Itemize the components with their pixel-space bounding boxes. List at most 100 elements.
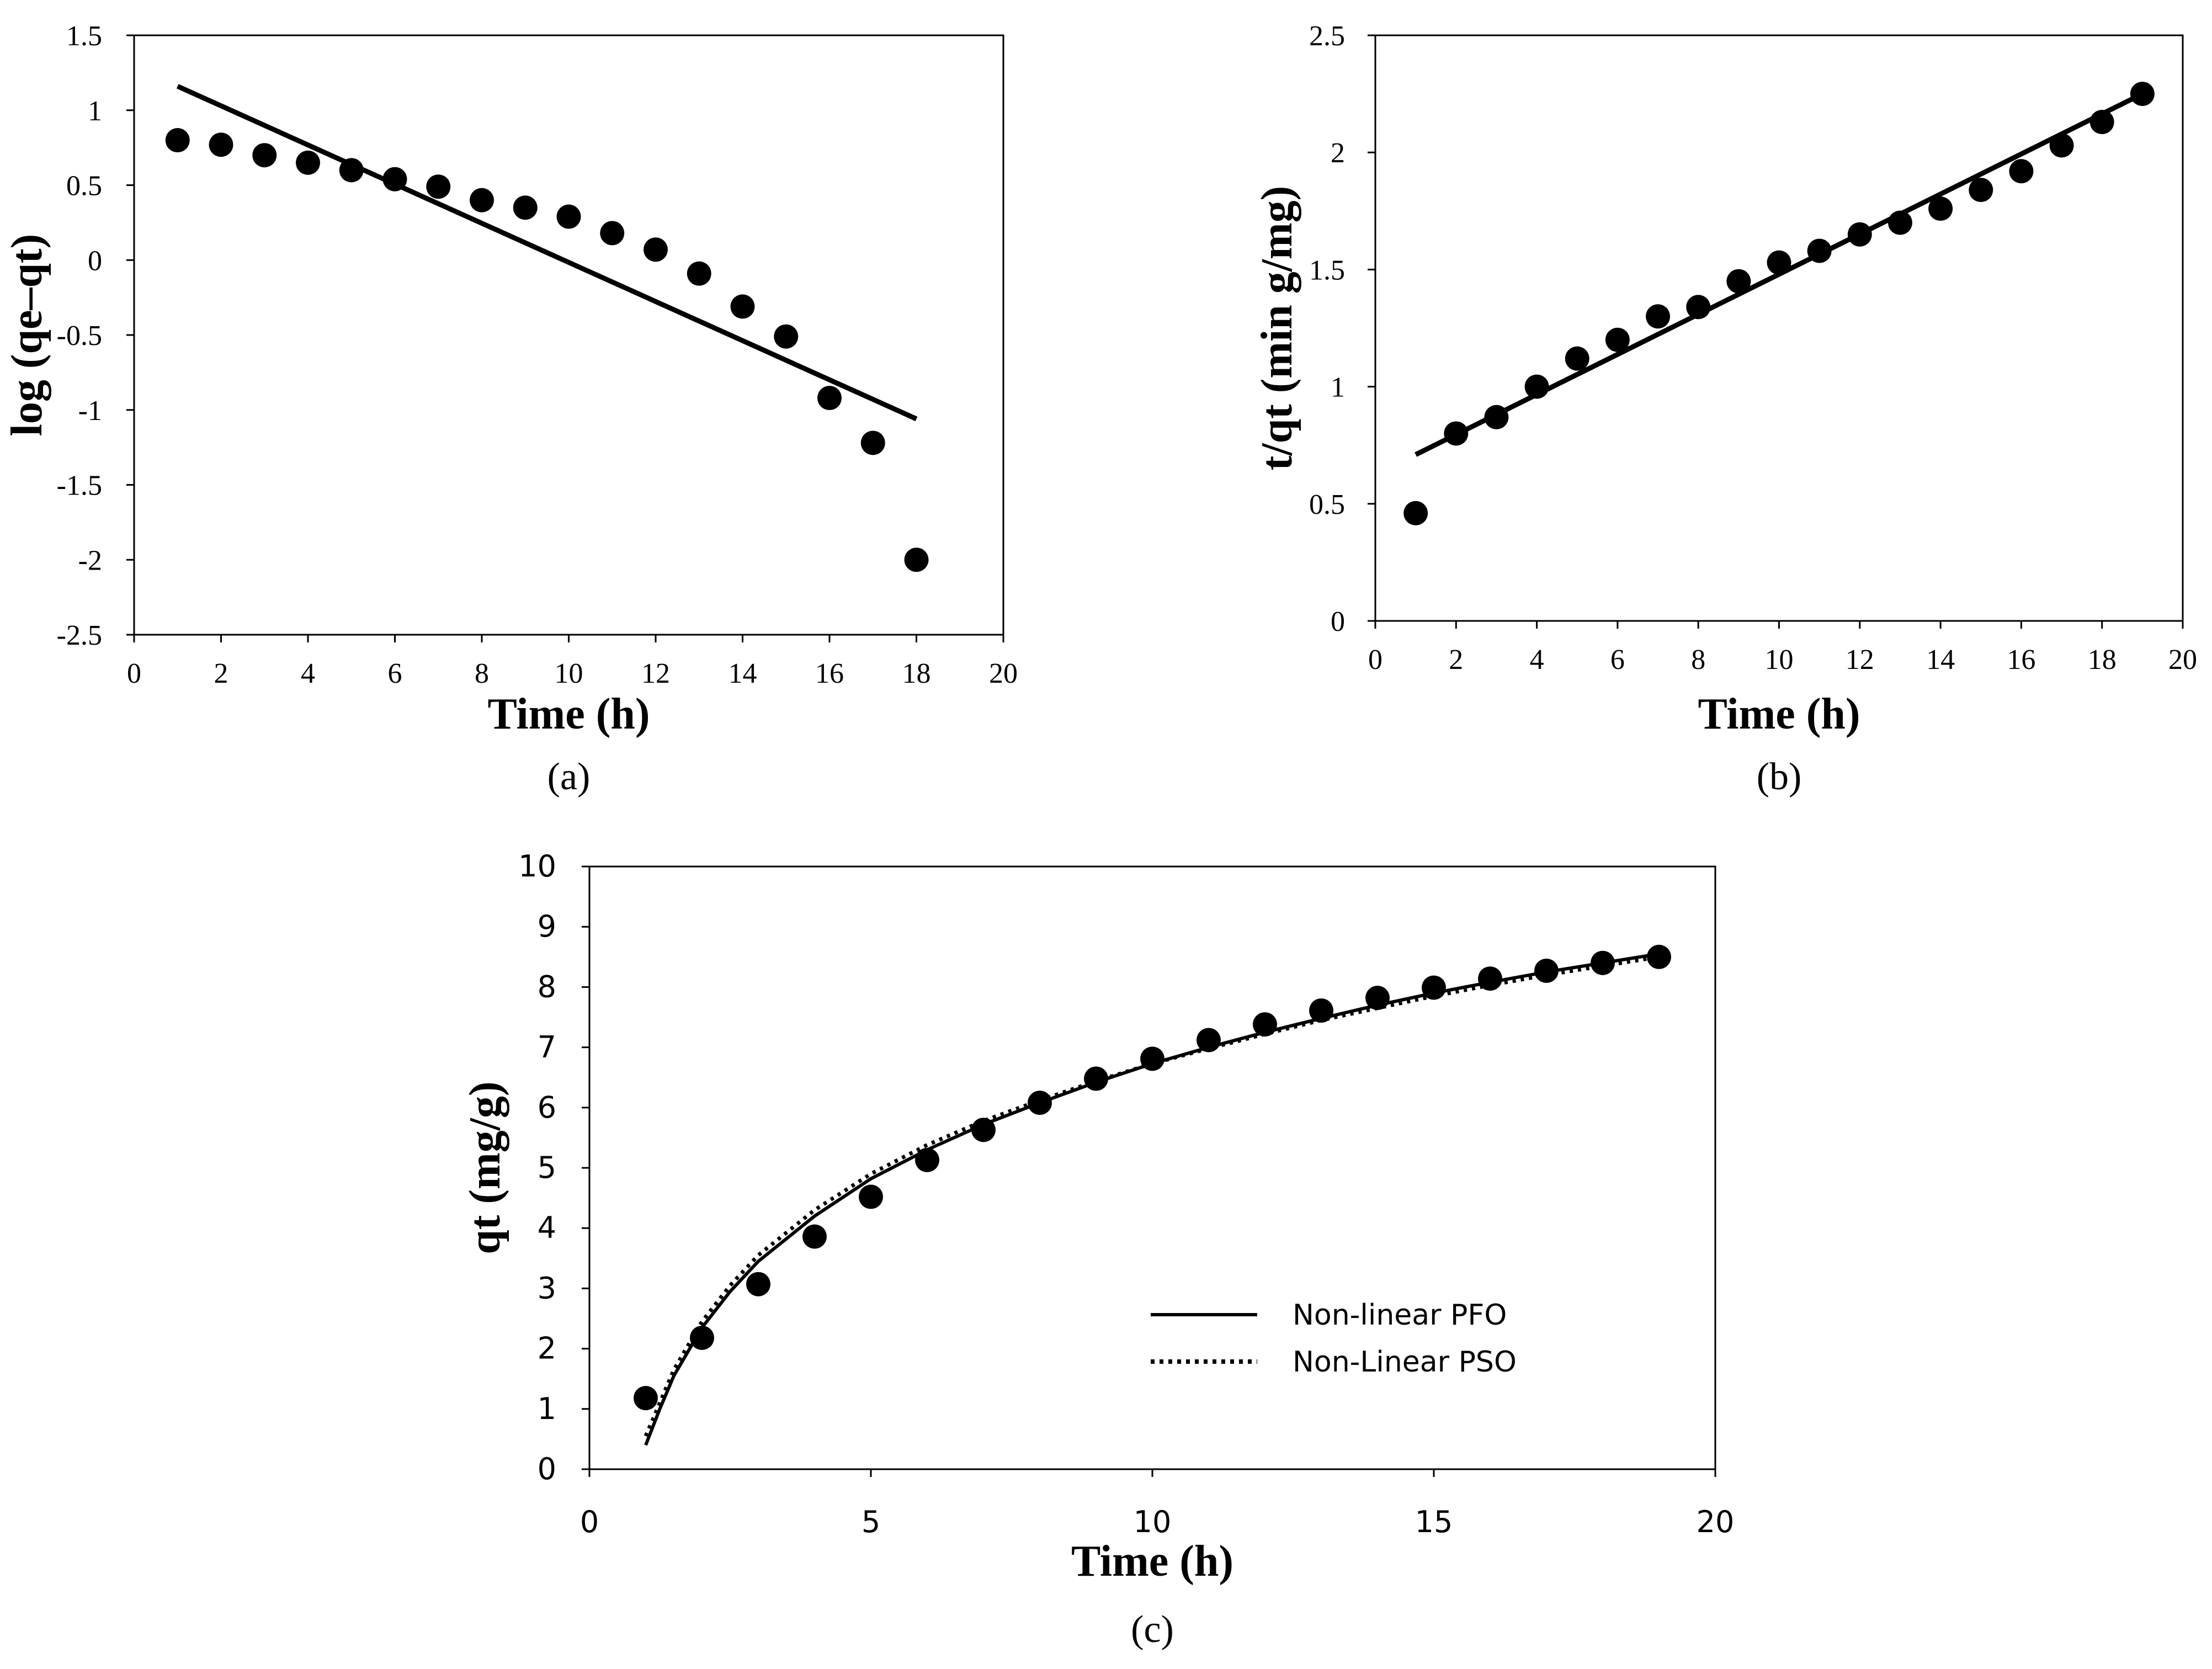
data-point	[1084, 1066, 1108, 1091]
x-tick-label: 5	[862, 1505, 880, 1539]
y-tick-label: 10	[518, 849, 556, 884]
data-point	[2089, 110, 2114, 135]
data-point	[600, 221, 625, 246]
data-point	[1484, 405, 1509, 429]
x-tick-label: 12	[1846, 644, 1874, 676]
data-point	[1365, 986, 1390, 1011]
data-point	[1444, 421, 1469, 446]
data-point	[817, 386, 842, 411]
x-tick-label: 8	[1691, 644, 1705, 676]
data-point	[690, 1325, 714, 1350]
x-tick-label: 0	[580, 1505, 599, 1539]
x-axis-title: Time (h)	[1698, 690, 1860, 738]
data-point	[1478, 966, 1502, 991]
data-point	[1726, 269, 1751, 294]
y-tick-label: -1.5	[57, 470, 102, 502]
data-point	[1028, 1091, 1052, 1115]
y-tick-label: 4	[538, 1210, 556, 1245]
x-tick-label: 16	[2007, 644, 2035, 676]
data-point	[1422, 975, 1446, 1000]
y-tick-label: 7	[538, 1030, 556, 1065]
data-point	[730, 294, 755, 319]
x-axis-title: Time (h)	[487, 690, 650, 738]
data-point	[746, 1272, 770, 1296]
data-point	[296, 150, 320, 175]
panel-label: (b)	[1757, 756, 1802, 798]
y-tick-label: 1	[538, 1391, 556, 1426]
x-tick-label: 2	[1449, 644, 1463, 676]
data-point	[904, 548, 929, 572]
fit-line	[176, 84, 918, 422]
y-tick-label: -0.5	[57, 320, 102, 352]
data-point	[971, 1118, 996, 1142]
data-point	[2009, 159, 2034, 184]
data-point	[1403, 501, 1428, 525]
legend-label: Non-Linear PSO	[1293, 1346, 1517, 1379]
data-point	[1197, 1028, 1221, 1053]
x-tick-label: 8	[475, 658, 489, 689]
data-point	[1928, 196, 1953, 221]
data-point	[860, 430, 885, 455]
data-point	[1605, 327, 1630, 352]
data-point	[1807, 238, 1832, 263]
y-tick-label: -2	[78, 545, 102, 576]
y-axis-title: qt (mg/g)	[461, 1081, 509, 1254]
x-axis-title: Time (h)	[1071, 1537, 1233, 1586]
data-point	[1969, 178, 1993, 203]
x-tick-label: 14	[1926, 644, 1955, 676]
data-point	[209, 132, 233, 157]
x-tick-label: 2	[214, 658, 228, 689]
data-point	[1524, 374, 1549, 399]
data-point	[2130, 82, 2155, 107]
x-tick-label: 6	[388, 658, 402, 689]
series-line	[644, 955, 1660, 1437]
y-tick-label: 1	[1331, 372, 1345, 403]
x-tick-label: 4	[301, 658, 315, 689]
data-point	[382, 167, 407, 192]
x-tick-label: 20	[1697, 1505, 1735, 1539]
y-tick-label: 8	[538, 969, 556, 1004]
data-point	[1565, 346, 1589, 371]
x-tick-label: 10	[1134, 1505, 1172, 1539]
panel-label: (a)	[547, 756, 591, 798]
data-point	[1140, 1046, 1165, 1071]
data-point	[513, 195, 538, 220]
series-line	[644, 952, 1660, 1446]
x-tick-label: 15	[1415, 1505, 1453, 1539]
data-point	[1847, 222, 1872, 247]
data-point	[339, 158, 364, 183]
data-point	[1647, 944, 1671, 969]
y-axis-title: log (qe–qt)	[3, 234, 51, 437]
data-point	[634, 1386, 658, 1411]
data-point	[774, 324, 799, 349]
data-point	[426, 174, 451, 199]
legend-label: Non-linear PFO	[1293, 1299, 1507, 1332]
data-point	[470, 188, 494, 212]
chart-a: -2.5 -2 -1.5 -1 -0.5 0 0.5 1 1.5 0 2 4 6 8 10 12 14 16 18 2…	[3, 20, 1018, 798]
data-point	[1591, 950, 1615, 975]
y-tick-label: 0	[538, 1452, 556, 1486]
y-tick-label: 1.5	[66, 20, 102, 52]
y-axis-title: t/qt (min g/mg)	[1253, 186, 1301, 471]
x-tick-label: 4	[1530, 644, 1544, 676]
y-tick-label: 1.5	[1309, 254, 1345, 286]
y-tick-label: 2	[1331, 137, 1345, 169]
x-tick-label: 20	[2168, 644, 2197, 676]
x-tick-label: 18	[2088, 644, 2117, 676]
y-tick-label: 9	[538, 909, 556, 944]
x-tick-label: 6	[1610, 644, 1625, 676]
plot-frame	[588, 865, 1716, 1470]
x-tick-label: 0	[1368, 644, 1382, 676]
data-point	[252, 143, 277, 168]
plot-frame	[1374, 34, 2184, 622]
data-point	[802, 1224, 827, 1249]
x-tick-label: 10	[555, 658, 583, 689]
y-tick-label: 0	[1331, 606, 1345, 637]
y-tick-label: 0	[88, 245, 102, 277]
chart-b: 0 0.5 1 1.5 2 2.5 0 2 4 6 8 10 12 14 16 18 20 Time (h) t/q…	[1253, 20, 2197, 798]
x-tick-label: 0	[127, 658, 141, 689]
data-point	[556, 204, 581, 229]
x-tick-label: 20	[989, 658, 1018, 689]
data-point	[687, 261, 711, 286]
